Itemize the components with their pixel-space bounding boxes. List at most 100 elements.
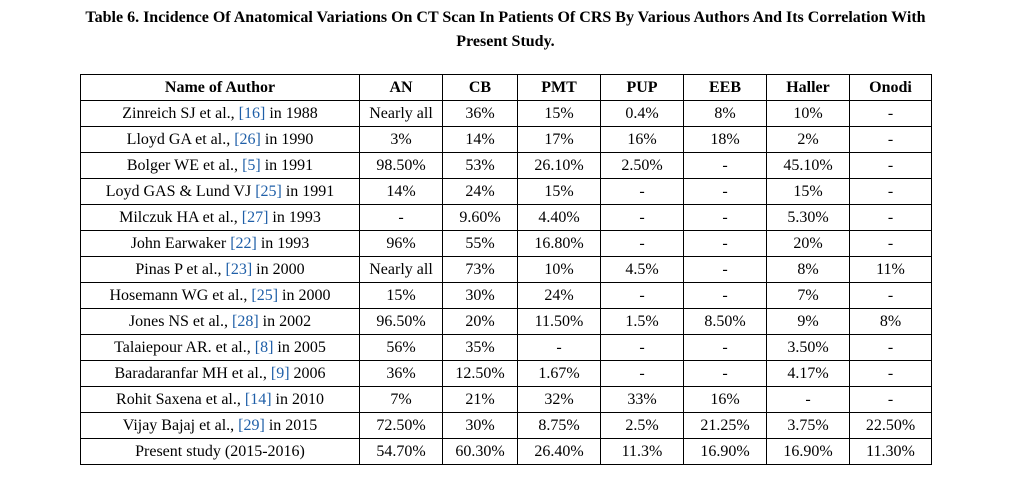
author-year: 2006 (289, 364, 326, 382)
cell-an: - (359, 204, 443, 231)
cell-an: Nearly all (359, 256, 443, 283)
author-cell: Jones NS et al., [28] in 2002 (80, 308, 360, 335)
cell-haller: 9% (766, 308, 850, 335)
reference-link[interactable]: [22] (230, 234, 257, 252)
anatomical-variations-table: Name of Author AN CB PMT PUP EEB Haller … (80, 74, 932, 465)
reference-link[interactable]: [29] (238, 416, 265, 434)
cell-pmt: 1.67% (517, 360, 601, 387)
cell-pup: 2.5% (600, 412, 684, 439)
author-name: Talaiepour AR. et al., (114, 338, 255, 356)
cell-onodi: 8% (849, 308, 932, 335)
cell-cb: 36% (442, 100, 518, 127)
author-year: in 2002 (258, 312, 312, 330)
author-year: in 2000 (252, 260, 305, 278)
reference-link[interactable]: [27] (241, 208, 269, 226)
cell-eeb: - (683, 282, 767, 309)
author-cell: John Earwaker [22] in 1993 (80, 230, 360, 257)
cell-pup: - (600, 204, 684, 231)
cell-pmt: 10% (517, 256, 601, 283)
cell-pup: 16% (600, 126, 684, 153)
cell-an: 15% (359, 282, 443, 309)
cell-eeb: - (683, 152, 767, 179)
table-row: Milczuk HA et al., [27] in 1993-9.60% 4.4… (80, 204, 932, 231)
author-name: Pinas P et al., (135, 260, 226, 278)
cell-haller: 3.75% (766, 412, 850, 439)
cell-pmt: 26.40% (517, 438, 601, 465)
author-name: John Earwaker (130, 234, 231, 252)
cell-pup: - (600, 360, 684, 387)
column-header-an: AN (359, 74, 443, 101)
cell-cb: 21% (442, 386, 518, 413)
cell-an: 36% (359, 360, 443, 387)
reference-link[interactable]: [5] (242, 156, 261, 174)
cell-onodi: - (849, 100, 932, 127)
author-year: in 2000 (278, 286, 331, 304)
caption-line-2: Present Study. (456, 33, 555, 50)
cell-cb: 24% (442, 178, 518, 205)
table-row: Bolger WE et al., [5] in 1991 98.50% 53% 26… (80, 152, 932, 179)
author-cell: Talaiepour AR. et al., [8] in 2005 (80, 334, 360, 361)
table-row: Talaiepour AR. et al., [8] in 2005 56% 35%… (80, 334, 932, 361)
author-name: Hosemann WG et al., (109, 286, 252, 304)
cell-cb: 53% (442, 152, 518, 179)
cell-onodi: - (849, 152, 932, 179)
cell-pmt: 26.10% (517, 152, 601, 179)
author-year: in 1988 (265, 104, 318, 122)
cell-haller: 10% (766, 100, 850, 127)
table-caption: Table 6. Incidence Of Anatomical Variati… (0, 6, 1011, 54)
table-row: Hosemann WG et al., [25] in 2000 15% 30% 24… (80, 282, 932, 309)
cell-an: 72.50% (359, 412, 443, 439)
cell-cb: 30% (442, 282, 518, 309)
author-cell: Zinreich SJ et al., [16] in 1988 (80, 100, 360, 127)
author-name: Zinreich SJ et al., (122, 104, 239, 122)
reference-link[interactable]: [28] (232, 312, 259, 330)
reference-link[interactable]: [26] (234, 130, 261, 148)
table-row: Vijay Bajaj et al., [29] in 2015 72.50% 30… (80, 412, 932, 439)
table-row: Pinas P et al., [23] in 2000 Nearly all 73… (80, 256, 932, 283)
cell-pmt: 11.50% (517, 308, 601, 335)
author-cell: Hosemann WG et al., [25] in 2000 (80, 282, 360, 309)
cell-an: 96.50% (359, 308, 443, 335)
author-name: Baradaranfar MH et al., (114, 364, 271, 382)
author-cell: Milczuk HA et al., [27] in 1993 (80, 204, 360, 231)
reference-link[interactable]: [8] (254, 338, 274, 356)
cell-haller: 8% (766, 256, 850, 283)
cell-haller: 7% (766, 282, 850, 309)
author-year: in 2005 (273, 338, 326, 356)
cell-pup: 1.5% (600, 308, 684, 335)
author-cell: Vijay Bajaj et al., [29] in 2015 (80, 412, 360, 439)
cell-an: 14% (359, 178, 443, 205)
table-row: Zinreich SJ et al., [16] in 1988 Nearly a… (80, 100, 932, 127)
author-year: in 2015 (264, 416, 318, 434)
table-row: John Earwaker [22] in 1993 96% 55% 16.80% - -… (80, 230, 932, 257)
cell-pmt: 17% (517, 126, 601, 153)
column-header-name-of-author: Name of Author (80, 74, 360, 101)
author-cell: Baradaranfar MH et al., [9] 2006 (80, 360, 360, 387)
cell-haller: - (766, 386, 850, 413)
cell-an: Nearly all (359, 100, 443, 127)
author-cell: Rohit Saxena et al., [14] in 2010 (80, 386, 360, 413)
reference-link[interactable]: [9] (270, 364, 290, 382)
reference-link[interactable]: [16] (238, 104, 266, 122)
table-row: Loyd GAS & Lund VJ [25] in 1991 14% 24% 15%… (80, 178, 932, 205)
author-name: Lloyd GA et al., (126, 130, 235, 148)
cell-an: 96% (359, 230, 443, 257)
author-name: Vijay Bajaj et al., (122, 416, 239, 434)
reference-link[interactable]: [25] (251, 286, 279, 304)
reference-link[interactable]: [14] (244, 390, 272, 408)
cell-onodi: - (849, 386, 932, 413)
reference-link[interactable]: [23] (225, 260, 253, 278)
author-cell: Loyd GAS & Lund VJ [25] in 1991 (80, 178, 360, 205)
cell-haller: 15% (766, 178, 850, 205)
cell-an: 7% (359, 386, 443, 413)
cell-eeb: - (683, 256, 767, 283)
cell-onodi: - (849, 230, 932, 257)
cell-eeb: 8.50% (683, 308, 767, 335)
cell-haller: 20% (766, 230, 850, 257)
cell-onodi: 22.50% (849, 412, 932, 439)
cell-onodi: - (849, 126, 932, 153)
cell-eeb: 16% (683, 386, 767, 413)
cell-pmt: 15% (517, 178, 601, 205)
reference-link[interactable]: [25] (255, 182, 282, 200)
cell-cb: 30% (442, 412, 518, 439)
